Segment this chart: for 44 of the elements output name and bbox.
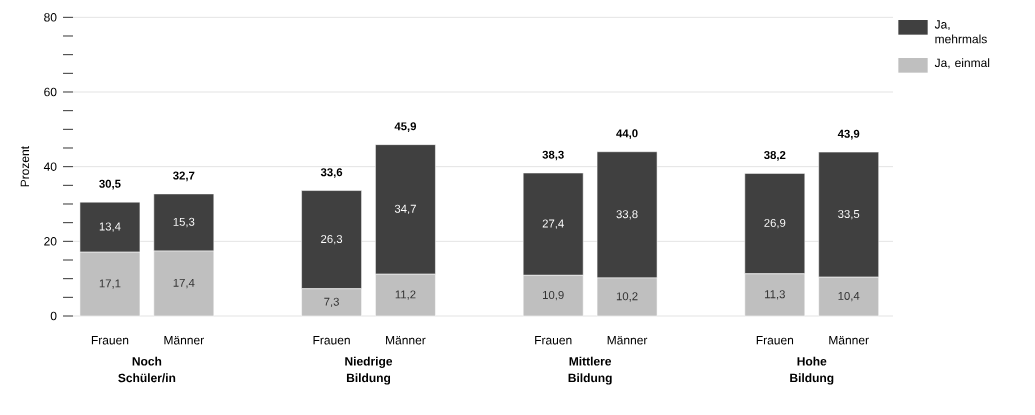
x-tick-label: Männer: [386, 336, 426, 345]
total-label: 43,9: [837, 129, 860, 140]
x-tick-label: Frauen: [313, 336, 350, 345]
x-tick-label: Männer: [829, 336, 869, 345]
text: Niedrige Bildung: [345, 356, 393, 385]
total-label: 32,7: [173, 171, 195, 182]
total-label: 44,0: [616, 129, 638, 140]
y-axis-title: Prozent: [20, 146, 30, 187]
data-label: 15,3: [173, 217, 195, 228]
x-tick-label: Frauen: [91, 336, 129, 345]
text: Hohe Bildung: [790, 356, 834, 385]
x-tick-label: Männer: [164, 336, 204, 345]
data-label: 27,4: [542, 219, 564, 229]
data-label: 13,4: [99, 222, 121, 232]
legend-label: Ja, mehrmals: [934, 20, 987, 44]
text: Noch Schüler/in: [118, 356, 176, 383]
y-tick-label: 20: [44, 237, 57, 246]
y-tick-label: 0: [50, 311, 57, 321]
data-label: 33,5: [838, 209, 860, 220]
y-tick-label: 40: [43, 162, 57, 171]
data-label: 26,3: [321, 234, 343, 245]
data-label: 10,2: [616, 292, 638, 302]
data-label: 11,3: [765, 290, 785, 300]
data-label: 10,9: [543, 290, 564, 301]
data-label: 11,2: [395, 290, 416, 300]
legend-label: Ja, einmal: [934, 58, 990, 69]
total-label: 30,5: [99, 179, 121, 190]
data-label: 34,7: [394, 204, 416, 215]
data-label: 17,4: [173, 278, 195, 289]
total-label: 38,3: [542, 150, 564, 161]
data-label: 33,8: [616, 210, 638, 220]
x-tick-label: Männer: [607, 336, 648, 345]
data-label: 17,1: [99, 279, 121, 289]
x-tick-label: Frauen: [535, 336, 572, 345]
y-tick-label: 80: [44, 13, 57, 22]
y-tick-label: 60: [44, 87, 57, 97]
total-label: 45,9: [394, 122, 417, 132]
data-label: 26,9: [764, 218, 786, 229]
x-tick-label: Frauen: [756, 336, 794, 345]
text: Mittlere Bildung: [568, 356, 612, 385]
data-label: 7,3: [324, 297, 339, 308]
total-label: 33,6: [320, 168, 343, 178]
data-label: 10,4: [838, 291, 860, 302]
total-label: 38,2: [764, 151, 786, 161]
